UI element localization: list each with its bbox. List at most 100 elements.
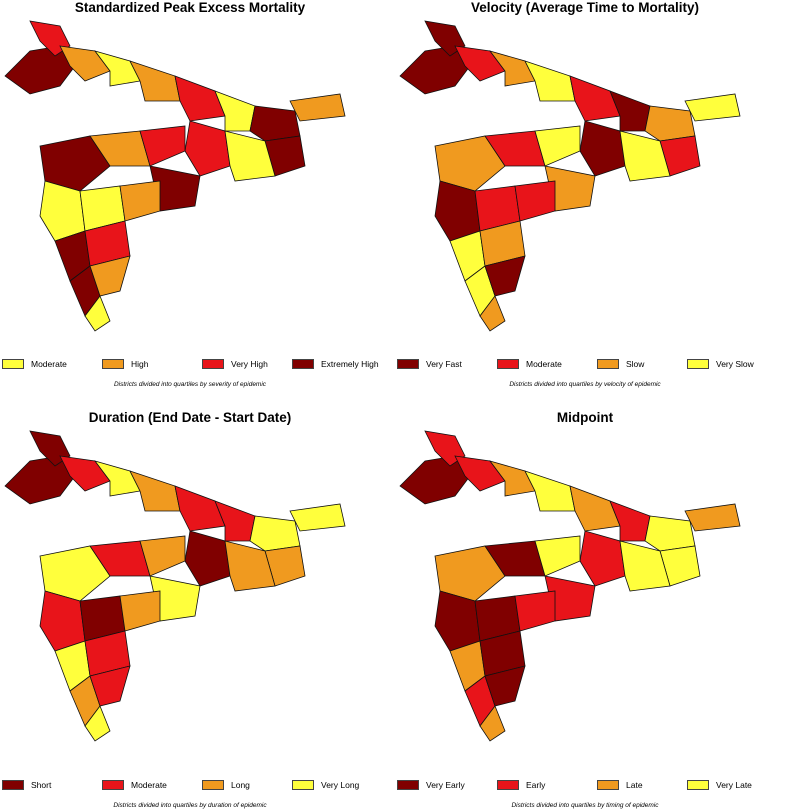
panel-title: Duration (End Date - Start Date) [88,410,292,425]
legend-swatch [102,359,124,369]
legend-label: Moderate [131,780,167,790]
district-region [224,540,276,592]
district-region [249,105,301,142]
district-map [395,16,775,336]
panel-note: Districts divided into quartiles by seve… [113,381,267,388]
legend-swatch [102,780,124,790]
panel-note: Districts divided into quartiles by velo… [509,381,661,388]
legend-swatch [397,780,419,790]
legend-label: Short [31,780,52,790]
legend: Very Fast Moderate Slow Very Slow [397,358,773,372]
choropleth-map [4,20,346,332]
district-region [514,180,556,222]
map-panel-duration: Duration (End Date - Start Date) Short M… [0,410,380,810]
district-region [184,530,231,587]
district-region [644,515,696,552]
district-region [119,590,161,632]
district-region [514,590,556,632]
map-panel-peak-mortality: Standardized Peak Excess Mortality Moder… [0,0,380,400]
district-region [609,500,651,542]
district-region [684,503,741,532]
panel-title: Standardized Peak Excess Mortality [74,0,306,15]
legend-swatch [2,359,24,369]
district-region [289,503,346,532]
district-region [89,665,131,707]
district-region [484,255,526,297]
legend-label: Slow [626,359,645,369]
legend-label: High [131,359,149,369]
district-region [534,535,581,577]
legend-swatch [202,359,224,369]
district-region [129,60,181,102]
district-region [488,50,536,87]
district-region [524,470,576,512]
district-region [214,90,256,132]
choropleth-map [399,430,741,742]
district-region [93,460,141,497]
district-region [619,540,671,592]
district-region [569,485,621,532]
legend-label: Early [526,780,546,790]
district-region [119,180,161,222]
legend-label: Moderate [526,359,562,369]
legend-label: Late [626,780,643,790]
district-region [534,125,581,167]
district-region [484,665,526,707]
district-region [289,93,346,122]
district-region [488,460,536,497]
district-region [89,255,131,297]
district-region [619,130,671,182]
map-panel-velocity: Velocity (Average Time to Mortality) Ver… [395,0,775,400]
district-region [129,470,181,512]
district-region [224,130,276,182]
legend-label: Very Slow [716,359,754,369]
district-map [395,426,775,746]
legend-swatch [292,780,314,790]
map-panel-midpoint: Midpoint Very Early Early Late Very Late… [395,410,775,810]
district-map [0,16,380,336]
district-region [434,135,506,192]
legend-label: Long [231,780,250,790]
district-region [214,500,256,542]
district-region [184,120,231,177]
legend-swatch [687,359,709,369]
panel-note: Districts divided into quartiles by dura… [113,802,267,809]
district-region [84,295,111,332]
district-region [139,125,186,167]
panel-title: Velocity (Average Time to Mortality) [470,0,700,15]
district-region [609,90,651,132]
district-region [569,75,621,122]
district-region [39,545,111,602]
district-region [84,705,111,742]
district-region [174,75,226,122]
legend-swatch [397,359,419,369]
district-region [39,135,111,192]
district-region [644,105,696,142]
legend: Short Moderate Long Very Long [2,779,378,793]
legend-swatch [292,359,314,369]
district-map [0,426,380,746]
panel-note: Districts divided into quartiles by timi… [511,802,659,809]
legend: Very Early Early Late Very Late [397,779,773,793]
panel-title: Midpoint [556,410,614,425]
district-region [249,515,301,552]
legend-swatch [202,780,224,790]
legend-label: Very Early [426,780,465,790]
legend-swatch [2,780,24,790]
legend-swatch [497,359,519,369]
legend-swatch [687,780,709,790]
district-region [579,120,626,177]
district-region [93,50,141,87]
district-region [479,295,506,332]
district-region [479,705,506,742]
legend: Moderate High Very High Extremely High [2,358,379,372]
district-region [524,60,576,102]
legend-label: Very Fast [426,359,462,369]
legend-swatch [497,780,519,790]
district-region [174,485,226,532]
legend-label: Very High [231,359,268,369]
legend-label: Very Late [716,780,752,790]
district-region [434,545,506,602]
legend-label: Extremely High [321,359,379,369]
legend-swatch [597,359,619,369]
